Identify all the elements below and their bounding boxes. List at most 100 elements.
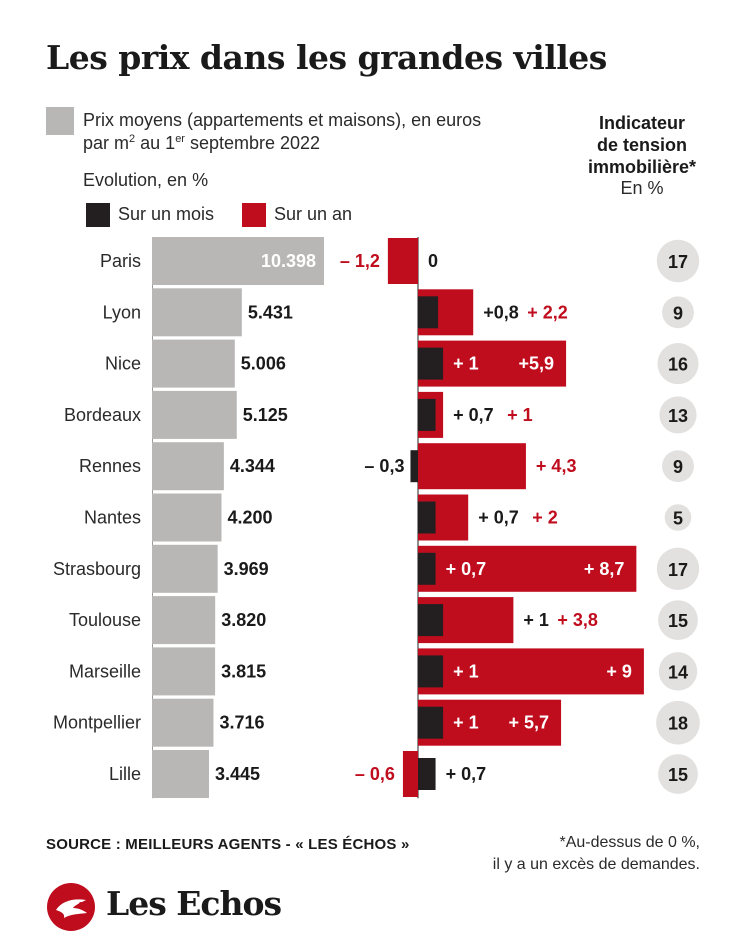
legend-price-line2a: par m — [83, 133, 130, 153]
legend-year-swatch — [242, 203, 266, 227]
price-label-nice: 5.006 — [241, 354, 286, 374]
tension-label-marseille: 14 — [668, 662, 688, 682]
month-label-lyon: +0,8 — [483, 302, 519, 322]
legend-price-line1: Prix moyens (appartements et maisons), e… — [83, 110, 482, 130]
month-label-strasbourg: + 0,7 — [446, 559, 487, 579]
tension-label-montpellier: 18 — [668, 714, 688, 734]
year-label-bordeaux: + 1 — [507, 405, 533, 425]
year-label-strasbourg: + 8,7 — [584, 559, 625, 579]
evolution-label: Evolution, en % — [83, 170, 209, 190]
month-bar-marseille — [418, 655, 444, 688]
month-label-toulouse: + 1 — [523, 610, 549, 630]
price-label-nantes: 4.200 — [227, 508, 272, 528]
year-label-toulouse: + 3,8 — [557, 610, 598, 630]
legend-price-sup2: er — [175, 133, 185, 145]
month-bar-nantes — [418, 501, 436, 534]
month-label-lille: + 0,7 — [446, 764, 487, 784]
month-bar-bordeaux — [418, 398, 436, 431]
price-bar-strasbourg — [152, 544, 218, 593]
tension-unit: En % — [620, 178, 664, 198]
month-label-nantes: + 0,7 — [478, 508, 519, 528]
year-label-lyon: + 2,2 — [527, 302, 568, 322]
tension-circle-montpellier — [656, 700, 700, 745]
year-label-montpellier: + 5,7 — [509, 713, 550, 733]
month-label-marseille: + 1 — [453, 661, 479, 681]
price-bar-bordeaux — [152, 390, 237, 439]
month-bar-toulouse — [418, 604, 444, 637]
year-label-nantes: + 2 — [532, 508, 558, 528]
month-bar-lyon — [418, 296, 439, 329]
tension-circle-marseille — [658, 652, 698, 691]
tension-label-bordeaux: 13 — [668, 406, 688, 426]
tension-circle-lille — [658, 754, 698, 794]
price-label-lille: 3.445 — [215, 764, 260, 784]
source-credit: SOURCE : MEILLEURS AGENTS - « LES ÉCHOS … — [46, 836, 410, 853]
city-label-toulouse: Toulouse — [69, 610, 141, 630]
price-label-rennes: 4.344 — [230, 456, 275, 476]
footnote: *Au-dessus de 0 %, il y a un excès de de… — [493, 832, 700, 876]
les-echos-logo-icon — [47, 883, 95, 931]
month-bar-montpellier — [418, 706, 444, 739]
city-label-nantes: Nantes — [84, 508, 141, 528]
year-label-paris: – 1,2 — [340, 251, 380, 271]
tension-circle-paris — [656, 239, 700, 283]
tension-title-3: immobilière* — [587, 157, 697, 177]
tension-circle-toulouse — [658, 600, 698, 640]
month-label-paris: 0 — [428, 251, 438, 271]
tension-circle-nantes — [664, 504, 692, 531]
price-label-bordeaux: 5.125 — [243, 405, 288, 425]
city-label-lille: Lille — [109, 764, 141, 784]
city-label-lyon: Lyon — [103, 302, 141, 322]
month-label-bordeaux: + 0,7 — [453, 405, 494, 425]
price-label-paris: 10.398 — [261, 251, 316, 271]
city-label-nice: Nice — [105, 354, 141, 374]
month-bar-nice — [418, 347, 444, 380]
city-label-montpellier: Montpellier — [53, 713, 141, 733]
legend-month-swatch — [86, 203, 110, 227]
year-bar-marseille — [418, 648, 644, 695]
tension-label-paris: 17 — [668, 252, 688, 272]
legend-price-text: Prix moyens (appartements et maisons), e… — [83, 109, 481, 155]
brand-name: Les Echos — [106, 884, 282, 923]
city-label-strasbourg: Strasbourg — [53, 559, 141, 579]
price-label-toulouse: 3.820 — [221, 610, 266, 630]
price-label-montpellier: 3.716 — [219, 713, 264, 733]
tension-circle-nice — [657, 343, 699, 385]
year-label-lille: – 0,6 — [355, 764, 395, 784]
price-bar-lyon — [152, 288, 242, 337]
legend-price-line2c: septembre 2022 — [184, 133, 321, 153]
price-bar-nantes — [152, 493, 222, 542]
month-label-rennes: – 0,3 — [364, 456, 404, 476]
price-bar-rennes — [152, 442, 224, 491]
year-bar-lille — [402, 751, 418, 797]
tension-label-strasbourg: 17 — [668, 560, 688, 580]
month-bar-lille — [418, 758, 436, 790]
tension-title-1: Indicateur — [598, 113, 686, 133]
year-bar-rennes — [418, 443, 526, 490]
year-label-rennes: + 4,3 — [536, 456, 577, 476]
tension-label-lyon: 9 — [673, 303, 683, 323]
price-label-strasbourg: 3.969 — [224, 559, 269, 579]
tension-label-lille: 15 — [668, 765, 688, 785]
tension-label-nice: 16 — [668, 355, 688, 375]
tension-title: Indicateur de tension immobilière* — [572, 112, 712, 178]
year-bar-strasbourg — [418, 545, 637, 592]
page-title: Les prix dans les grandes villes — [46, 38, 607, 77]
footnote-line1: *Au-dessus de 0 %, — [559, 834, 700, 851]
legend-month-label: Sur un mois — [118, 204, 215, 224]
month-label-nice: + 1 — [453, 354, 479, 374]
price-bar-marseille — [152, 647, 216, 696]
tension-circle-strasbourg — [656, 547, 700, 591]
tension-circle-lyon — [662, 296, 694, 329]
city-label-paris: Paris — [100, 251, 141, 271]
legend-price-line2b: au 1 — [135, 133, 176, 153]
price-label-marseille: 3.815 — [221, 661, 266, 681]
price-bar-toulouse — [152, 596, 216, 645]
month-label-montpellier: + 1 — [453, 713, 479, 733]
legend-price-sup1: 2 — [129, 133, 136, 145]
footnote-line2: il y a un excès de demandes. — [492, 856, 700, 873]
tension-circle-bordeaux — [659, 396, 697, 434]
city-label-bordeaux: Bordeaux — [64, 405, 141, 425]
month-bar-rennes — [410, 450, 418, 483]
tension-label-rennes: 9 — [673, 457, 683, 477]
